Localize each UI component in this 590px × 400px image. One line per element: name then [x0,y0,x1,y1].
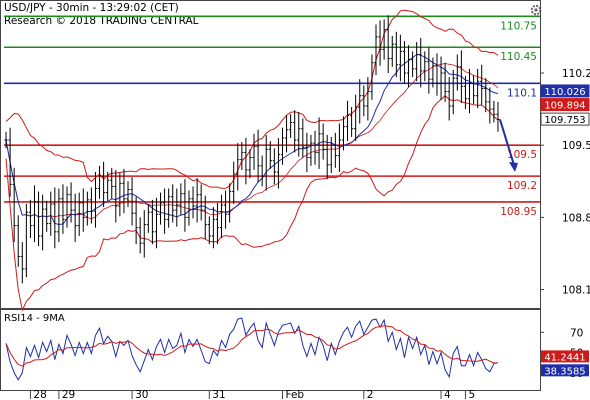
x-tick-label: Feb [285,389,304,400]
rsi-line [5,317,499,381]
rsi-y-tick-label: 70 [570,327,583,339]
level-label: 110.75 [500,20,537,32]
forecast-arrow-shaft [499,119,515,166]
price-tag-box [540,84,590,98]
x-tick-label: 5 [468,389,475,400]
level-label: 108.95 [500,206,537,218]
price-tag-box [540,98,590,112]
bollinger-middle-band [5,63,499,220]
price-y-tick-label: 108.8 [562,212,590,224]
price-y-tick-label: 108.1 [562,285,590,297]
copyright-text: Research © 2018 TRADING CENTRAL [4,15,199,27]
price-tag-label: 109.894 [544,101,585,112]
bollinger-upper-band [5,9,499,189]
x-tick-label: 29 [62,389,75,400]
moving-average-line [5,53,499,226]
x-tick-label: 28 [33,389,46,400]
level-label: 109.5 [507,149,537,161]
price-tag-label: 110.026 [544,87,585,98]
chart-title: USD/JPY - 30min - 13:29:02 (CET) [4,2,179,14]
price-pane-border [0,0,541,309]
rsi-tag-label: 38.3585 [544,366,585,377]
price-tag-label: 109.753 [544,115,585,126]
price-y-tick-label: 110.2 [562,68,590,80]
x-tick-label: 4 [444,389,451,400]
rsi-tag-box [541,364,589,377]
level-label: 110.45 [500,51,537,63]
rsi-tag-box [541,350,589,363]
rsi-ma-line [5,325,499,367]
level-label: 110.1 [507,87,537,99]
price-tag-box [540,112,590,126]
forecast-arrow-head [508,161,518,172]
x-tick-label: 2 [367,389,374,400]
rsi-pane-border [0,309,541,391]
x-tick-label: 31 [212,389,225,400]
x-tick-label: 30 [135,389,148,400]
price-y-tick-label: 109.5 [562,140,590,152]
level-label: 109.2 [507,180,537,192]
rsi-title: RSI14 - 9MA [4,313,65,324]
rsi-tag-label: 41.2441 [544,352,585,363]
bollinger-lower-band [5,95,499,312]
